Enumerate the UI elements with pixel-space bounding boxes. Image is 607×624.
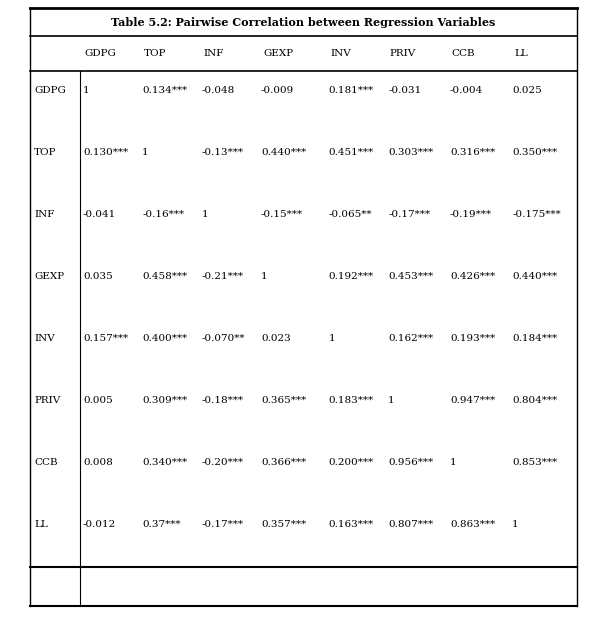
Text: 0.192***: 0.192*** xyxy=(329,272,374,281)
Text: 0.023: 0.023 xyxy=(261,334,291,343)
Text: 0.162***: 0.162*** xyxy=(388,334,433,343)
Text: 0.453***: 0.453*** xyxy=(388,272,433,281)
Text: -0.15***: -0.15*** xyxy=(261,210,303,220)
Text: 0.303***: 0.303*** xyxy=(388,149,433,157)
Text: -0.065**: -0.065** xyxy=(329,210,372,220)
Text: 0.947***: 0.947*** xyxy=(450,396,495,406)
Text: -0.041: -0.041 xyxy=(83,210,117,220)
Text: 0.956***: 0.956*** xyxy=(388,459,433,467)
Text: CCB: CCB xyxy=(452,49,475,58)
Text: 0.193***: 0.193*** xyxy=(450,334,495,343)
Text: 0.309***: 0.309*** xyxy=(142,396,188,406)
Text: 0.005: 0.005 xyxy=(83,396,113,406)
Text: 0.184***: 0.184*** xyxy=(512,334,557,343)
Text: 0.130***: 0.130*** xyxy=(83,149,128,157)
Text: 0.357***: 0.357*** xyxy=(261,520,306,529)
Text: TOP: TOP xyxy=(34,149,56,157)
Text: 0.458***: 0.458*** xyxy=(142,272,188,281)
Text: INF: INF xyxy=(203,49,223,58)
Text: 0.37***: 0.37*** xyxy=(142,520,181,529)
Text: 0.350***: 0.350*** xyxy=(512,149,557,157)
Text: 0.200***: 0.200*** xyxy=(329,459,374,467)
Text: 0.804***: 0.804*** xyxy=(512,396,557,406)
Text: -0.17***: -0.17*** xyxy=(388,210,430,220)
Text: -0.009: -0.009 xyxy=(261,86,294,95)
Text: -0.20***: -0.20*** xyxy=(202,459,243,467)
Text: 1: 1 xyxy=(450,459,456,467)
Text: 0.181***: 0.181*** xyxy=(329,86,374,95)
Text: LL: LL xyxy=(34,520,48,529)
Text: -0.070**: -0.070** xyxy=(202,334,245,343)
Text: PRIV: PRIV xyxy=(34,396,60,406)
Text: -0.19***: -0.19*** xyxy=(450,210,492,220)
Text: 0.163***: 0.163*** xyxy=(329,520,374,529)
Text: INF: INF xyxy=(34,210,55,220)
Text: Table 5.2: Pairwise Correlation between Regression Variables: Table 5.2: Pairwise Correlation between … xyxy=(111,16,496,27)
Text: 1: 1 xyxy=(202,210,208,220)
Text: 0.134***: 0.134*** xyxy=(142,86,188,95)
Text: 0.440***: 0.440*** xyxy=(512,272,557,281)
Text: 1: 1 xyxy=(261,272,268,281)
Text: -0.048: -0.048 xyxy=(202,86,234,95)
Text: 1: 1 xyxy=(83,86,90,95)
Text: 0.400***: 0.400*** xyxy=(142,334,188,343)
Text: -0.004: -0.004 xyxy=(450,86,483,95)
Text: 0.340***: 0.340*** xyxy=(142,459,188,467)
Text: 0.366***: 0.366*** xyxy=(261,459,306,467)
Text: INV: INV xyxy=(34,334,55,343)
Text: 0.025: 0.025 xyxy=(512,86,542,95)
Text: 0.853***: 0.853*** xyxy=(512,459,557,467)
Text: -0.012: -0.012 xyxy=(83,520,117,529)
Text: 0.451***: 0.451*** xyxy=(329,149,374,157)
Text: -0.175***: -0.175*** xyxy=(512,210,561,220)
Text: 0.183***: 0.183*** xyxy=(329,396,374,406)
Text: CCB: CCB xyxy=(34,459,58,467)
Text: 1: 1 xyxy=(388,396,395,406)
Text: GEXP: GEXP xyxy=(34,272,64,281)
Text: -0.16***: -0.16*** xyxy=(142,210,184,220)
Text: -0.18***: -0.18*** xyxy=(202,396,243,406)
Text: PRIV: PRIV xyxy=(390,49,416,58)
Text: LL: LL xyxy=(514,49,528,58)
Text: 0.365***: 0.365*** xyxy=(261,396,306,406)
Text: 0.807***: 0.807*** xyxy=(388,520,433,529)
Text: GEXP: GEXP xyxy=(263,49,293,58)
Text: 0.157***: 0.157*** xyxy=(83,334,128,343)
Text: 0.035: 0.035 xyxy=(83,272,113,281)
Text: 0.863***: 0.863*** xyxy=(450,520,495,529)
Text: 0.008: 0.008 xyxy=(83,459,113,467)
Text: 0.316***: 0.316*** xyxy=(450,149,495,157)
Text: GDPG: GDPG xyxy=(34,86,66,95)
Text: GDPG: GDPG xyxy=(85,49,117,58)
Text: 1: 1 xyxy=(512,520,519,529)
Text: 0.426***: 0.426*** xyxy=(450,272,495,281)
Text: 1: 1 xyxy=(329,334,336,343)
Text: 0.440***: 0.440*** xyxy=(261,149,306,157)
Text: 1: 1 xyxy=(142,149,149,157)
Text: INV: INV xyxy=(331,49,351,58)
Text: -0.031: -0.031 xyxy=(388,86,421,95)
Text: TOP: TOP xyxy=(144,49,166,58)
Text: -0.17***: -0.17*** xyxy=(202,520,243,529)
Text: -0.13***: -0.13*** xyxy=(202,149,243,157)
Text: -0.21***: -0.21*** xyxy=(202,272,243,281)
